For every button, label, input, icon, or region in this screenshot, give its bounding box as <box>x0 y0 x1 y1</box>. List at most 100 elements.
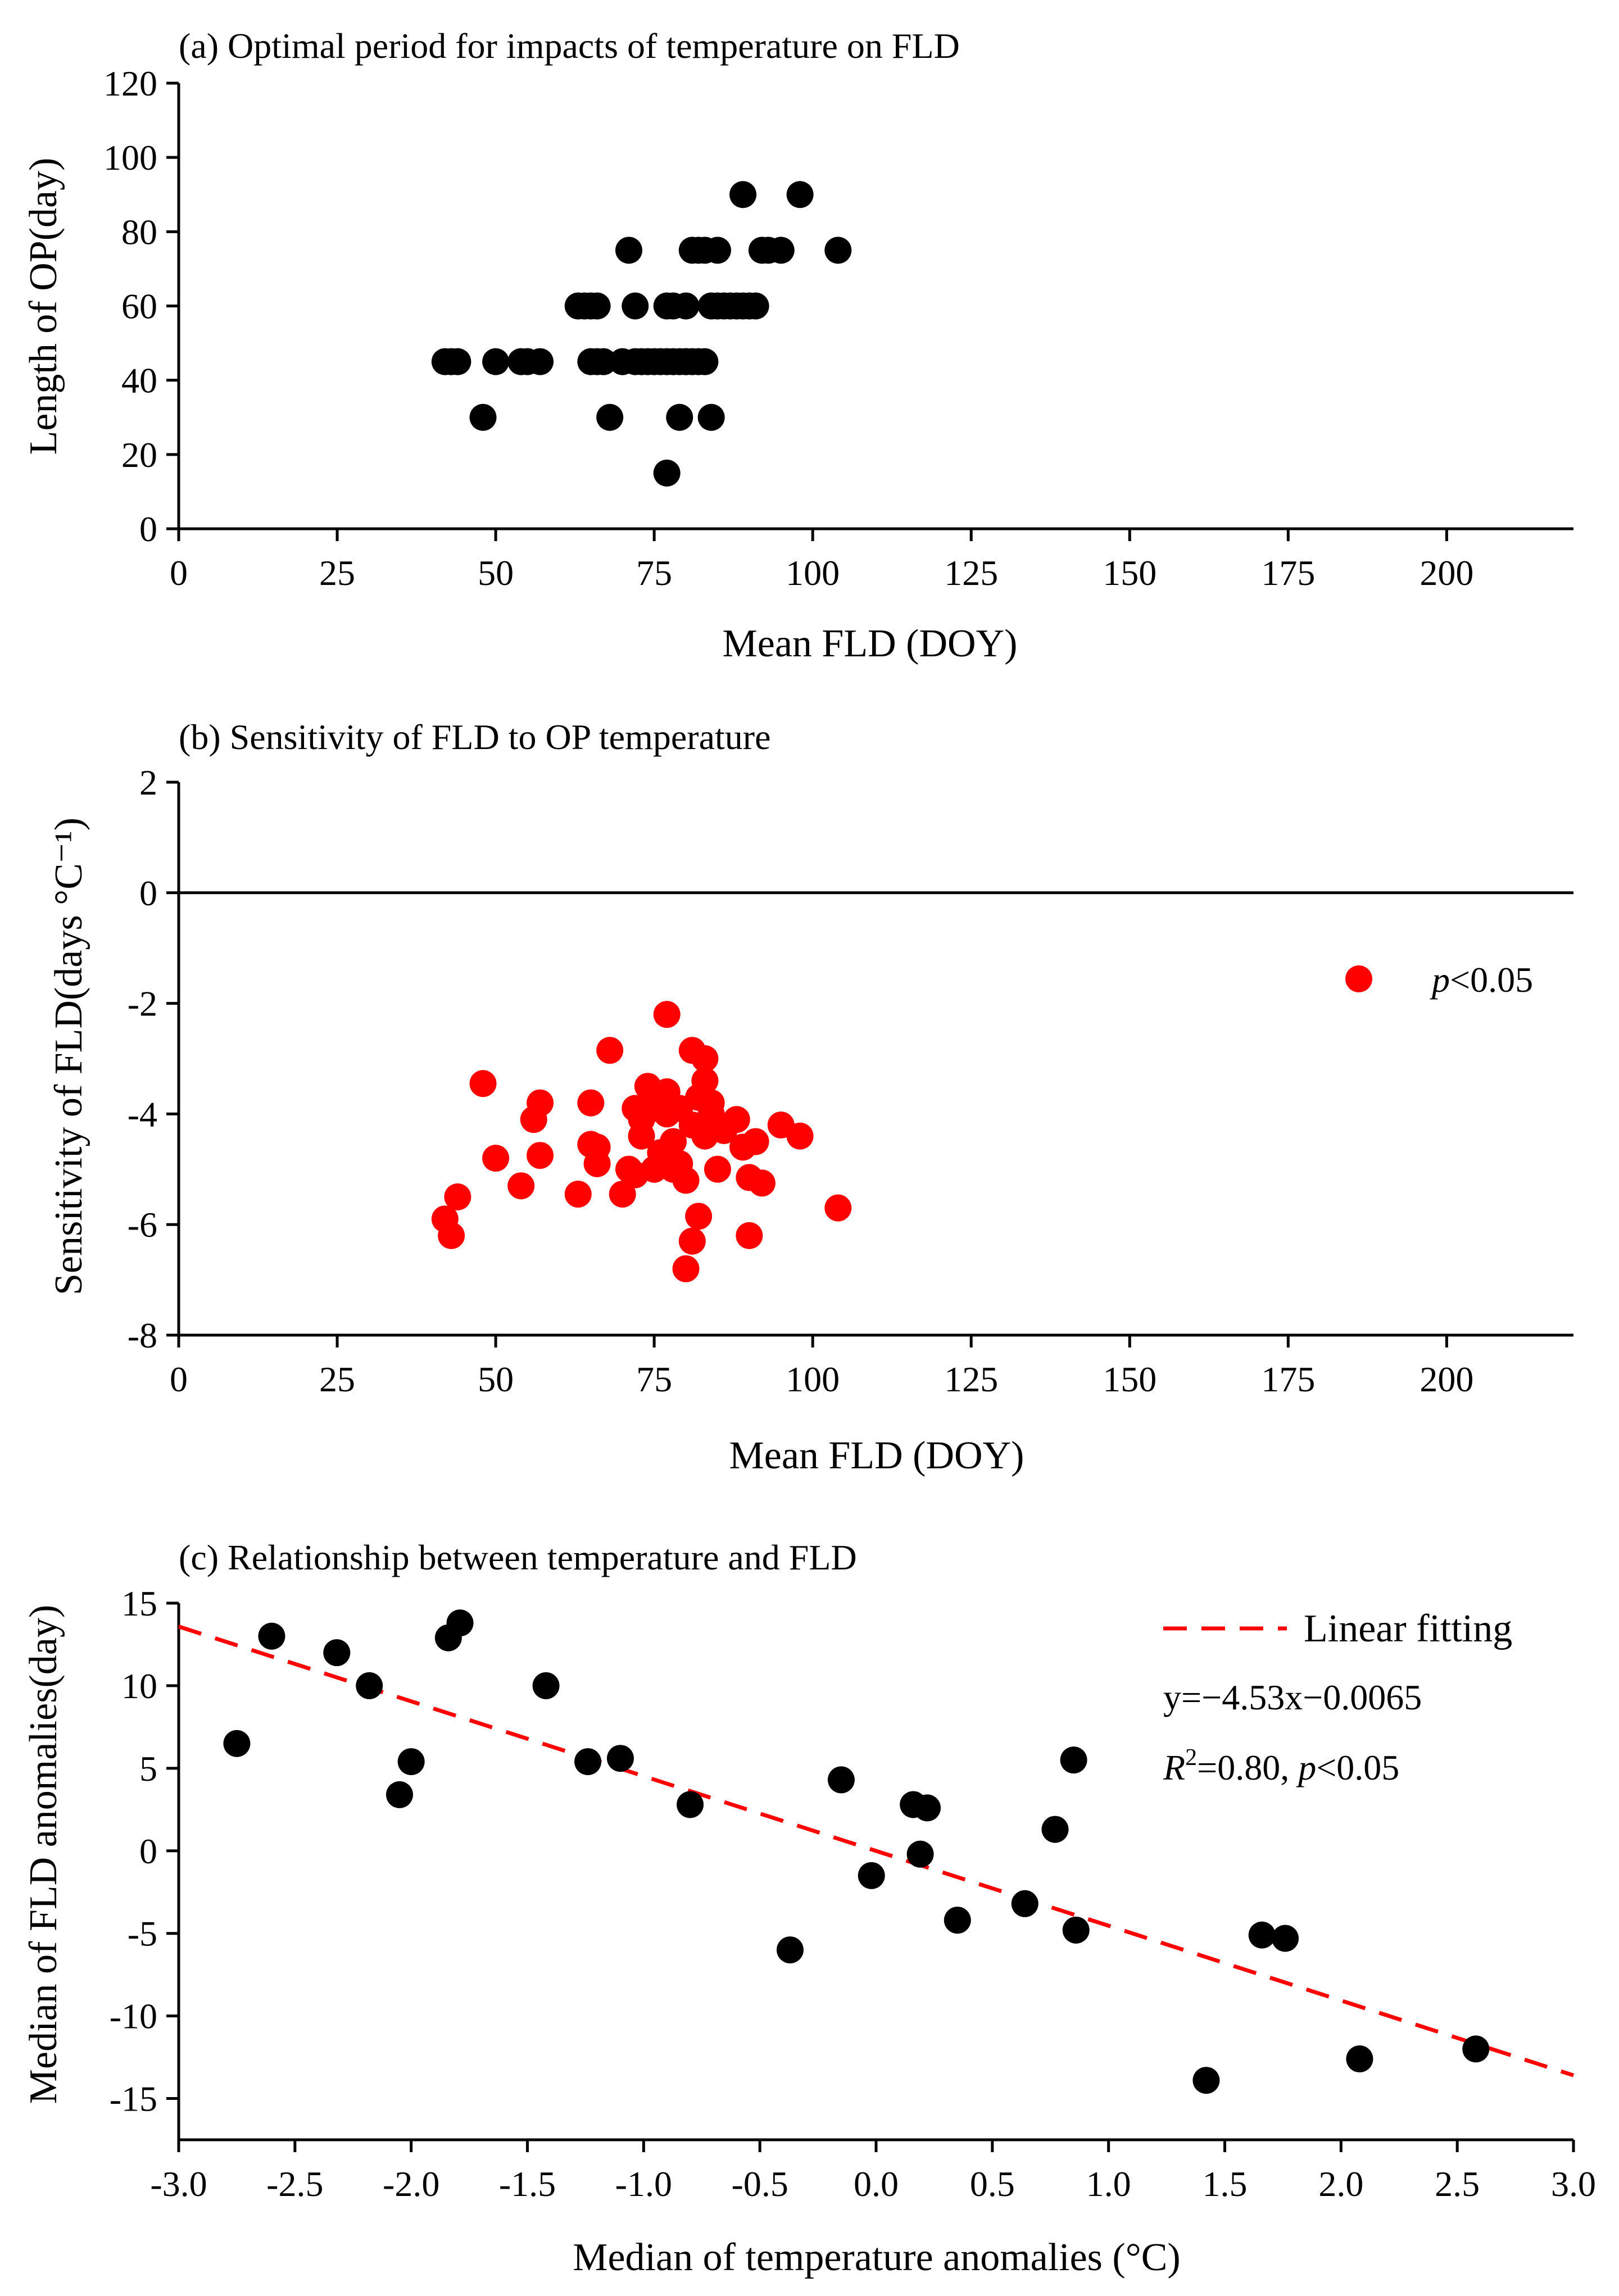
panel-c-point <box>1462 2035 1490 2063</box>
panel-c-y-ticks: -15 -10 -5 0 5 10 15 <box>110 1583 179 2119</box>
panel-a-x-ticks: 0 25 50 75 100 125 150 175 200 <box>170 529 1473 593</box>
panel-c-x-tick-label: 2.0 <box>1318 2164 1363 2204</box>
panel-c-r2-base: R <box>1163 1748 1185 1787</box>
panel-c-p: p <box>1296 1748 1316 1787</box>
panel-b-x-tick-label: 200 <box>1420 1359 1473 1399</box>
panel-b: (b) Sensitivity of FLD to OP temperature… <box>47 717 1573 1477</box>
panel-a-point <box>691 348 719 375</box>
panel-a-point <box>697 403 725 431</box>
panel-c-point <box>258 1622 285 1650</box>
panel-a-point <box>666 403 693 431</box>
panel-c-point <box>323 1639 351 1667</box>
panel-b-point <box>527 1089 554 1117</box>
panel-a-point <box>615 237 643 264</box>
panel-a-point <box>786 181 814 208</box>
panel-c-point <box>1192 2067 1220 2094</box>
panel-a-point <box>527 348 554 375</box>
panel-c-point <box>223 1730 251 1757</box>
panel-c-point <box>1062 1916 1090 1944</box>
panel-a: (a) Optimal period for impacts of temper… <box>22 26 1573 665</box>
panel-b-x-label: Mean FLD (DOY) <box>729 1434 1024 1477</box>
panel-a-y-tick-label: 40 <box>121 361 157 401</box>
panel-c-point <box>776 1936 804 1964</box>
panel-b-point <box>691 1067 719 1095</box>
panel-b-y-label: Sensitivity of FLD(days °C⁻¹) <box>47 818 90 1295</box>
panel-c-point <box>1346 2045 1373 2073</box>
panel-c-y-label: Median of FLD anomalies(day) <box>22 1605 65 2104</box>
panel-a-y-tick-label: 120 <box>103 63 157 103</box>
panel-a-x-tick-label: 25 <box>319 553 355 593</box>
panel-c-x-tick-label: -0.5 <box>732 2164 788 2204</box>
panel-c-r2-value: =0.80, <box>1197 1748 1298 1787</box>
panel-b-x-tick-label: 150 <box>1103 1359 1157 1399</box>
panel-a-point <box>672 292 700 320</box>
panel-b-y-tick-label: -4 <box>128 1094 157 1134</box>
panel-b-y-tick-label: -2 <box>128 984 157 1024</box>
panel-b-point <box>507 1172 535 1200</box>
panel-c-x-tick-label: -2.0 <box>383 2164 439 2204</box>
panel-b-y-tick-label: -8 <box>128 1315 157 1355</box>
panel-a-point <box>589 348 617 375</box>
panel-c-x-tick-label: 1.0 <box>1086 2164 1131 2204</box>
panel-c-point <box>944 1907 971 1934</box>
panel-b-point <box>723 1106 750 1133</box>
panel-a-point <box>704 237 731 264</box>
panel-b-point <box>527 1142 554 1169</box>
panel-c-x-tick-label: 0.5 <box>970 2164 1015 2204</box>
panel-b-point <box>659 1128 687 1155</box>
panel-b-point <box>672 1255 700 1282</box>
panel-c-x-tick-label: -1.0 <box>615 2164 672 2204</box>
panel-a-point <box>824 237 852 264</box>
panel-c-y-tick-label: 10 <box>121 1666 157 1706</box>
panel-a-x-tick-label: 75 <box>636 553 672 593</box>
panel-b-legend-label: p<0.05 <box>1430 960 1533 1000</box>
panel-a-y-tick-label: 0 <box>139 509 157 549</box>
panel-b-point <box>824 1194 852 1222</box>
panel-c-point <box>858 1862 885 1889</box>
panel-b-legend-marker <box>1345 965 1372 992</box>
panel-c-x-label: Median of temperature anomalies (°C) <box>573 2236 1180 2279</box>
panel-b-point <box>786 1122 814 1150</box>
panel-a-y-ticks: 0 20 40 60 80 100 120 <box>103 63 179 549</box>
panel-b-point <box>742 1128 769 1155</box>
panel-b-point <box>653 1001 681 1028</box>
panel-a-point <box>653 459 681 487</box>
panel-c-point <box>606 1745 634 1772</box>
panel-c-y-tick-label: -5 <box>128 1914 157 1954</box>
panel-a-y-tick-label: 80 <box>121 212 157 252</box>
panel-c: (c) Relationship between temperature and… <box>22 1537 1596 2279</box>
panel-c-point <box>386 1781 413 1808</box>
panel-b-x-tick-label: 25 <box>319 1359 355 1399</box>
panel-b-legend: p<0.05 <box>1345 960 1533 1000</box>
panel-b-x-ticks: 0 25 50 75 100 125 150 175 200 <box>170 1335 1473 1399</box>
panel-a-point <box>444 348 471 375</box>
panel-b-point <box>596 1037 624 1064</box>
panel-c-point <box>1011 1890 1038 1917</box>
panel-c-point <box>1248 1921 1276 1949</box>
panel-c-points <box>223 1609 1490 2094</box>
panel-b-points <box>431 1001 852 1282</box>
panel-b-point <box>736 1222 763 1249</box>
panel-c-x-ticks: -3.0 -2.5 -2.0 -1.5 -1.0 -0.5 0.0 0.5 1.0 1.5 2.0 2… <box>150 2140 1596 2204</box>
panel-a-point <box>622 292 649 320</box>
panel-c-y-tick-label: 5 <box>139 1749 157 1789</box>
panel-b-point <box>444 1183 471 1210</box>
panel-c-x-tick-label: -1.5 <box>499 2164 556 2204</box>
panel-b-point <box>704 1155 731 1183</box>
panel-a-point <box>583 292 611 320</box>
panel-a-x-tick-label: 175 <box>1261 553 1315 593</box>
panel-a-point <box>482 348 510 375</box>
panel-c-point <box>532 1672 560 1699</box>
panel-b-title: (b) Sensitivity of FLD to OP temperature <box>179 717 770 757</box>
panel-a-point <box>469 403 497 431</box>
panel-b-y-ticks: -8 -6 -4 -2 0 2 <box>128 763 179 1355</box>
panel-c-y-tick-label: -15 <box>110 2079 157 2119</box>
panel-c-point <box>1272 1925 1299 1952</box>
panel-a-point <box>767 237 795 264</box>
panel-c-point <box>827 1766 855 1794</box>
panel-b-x-tick-label: 0 <box>170 1359 188 1399</box>
panel-c-point <box>397 1748 425 1776</box>
panel-a-x-tick-label: 150 <box>1103 553 1157 593</box>
panel-c-title: (c) Relationship between temperature and… <box>179 1537 857 1577</box>
panel-a-point <box>742 292 769 320</box>
